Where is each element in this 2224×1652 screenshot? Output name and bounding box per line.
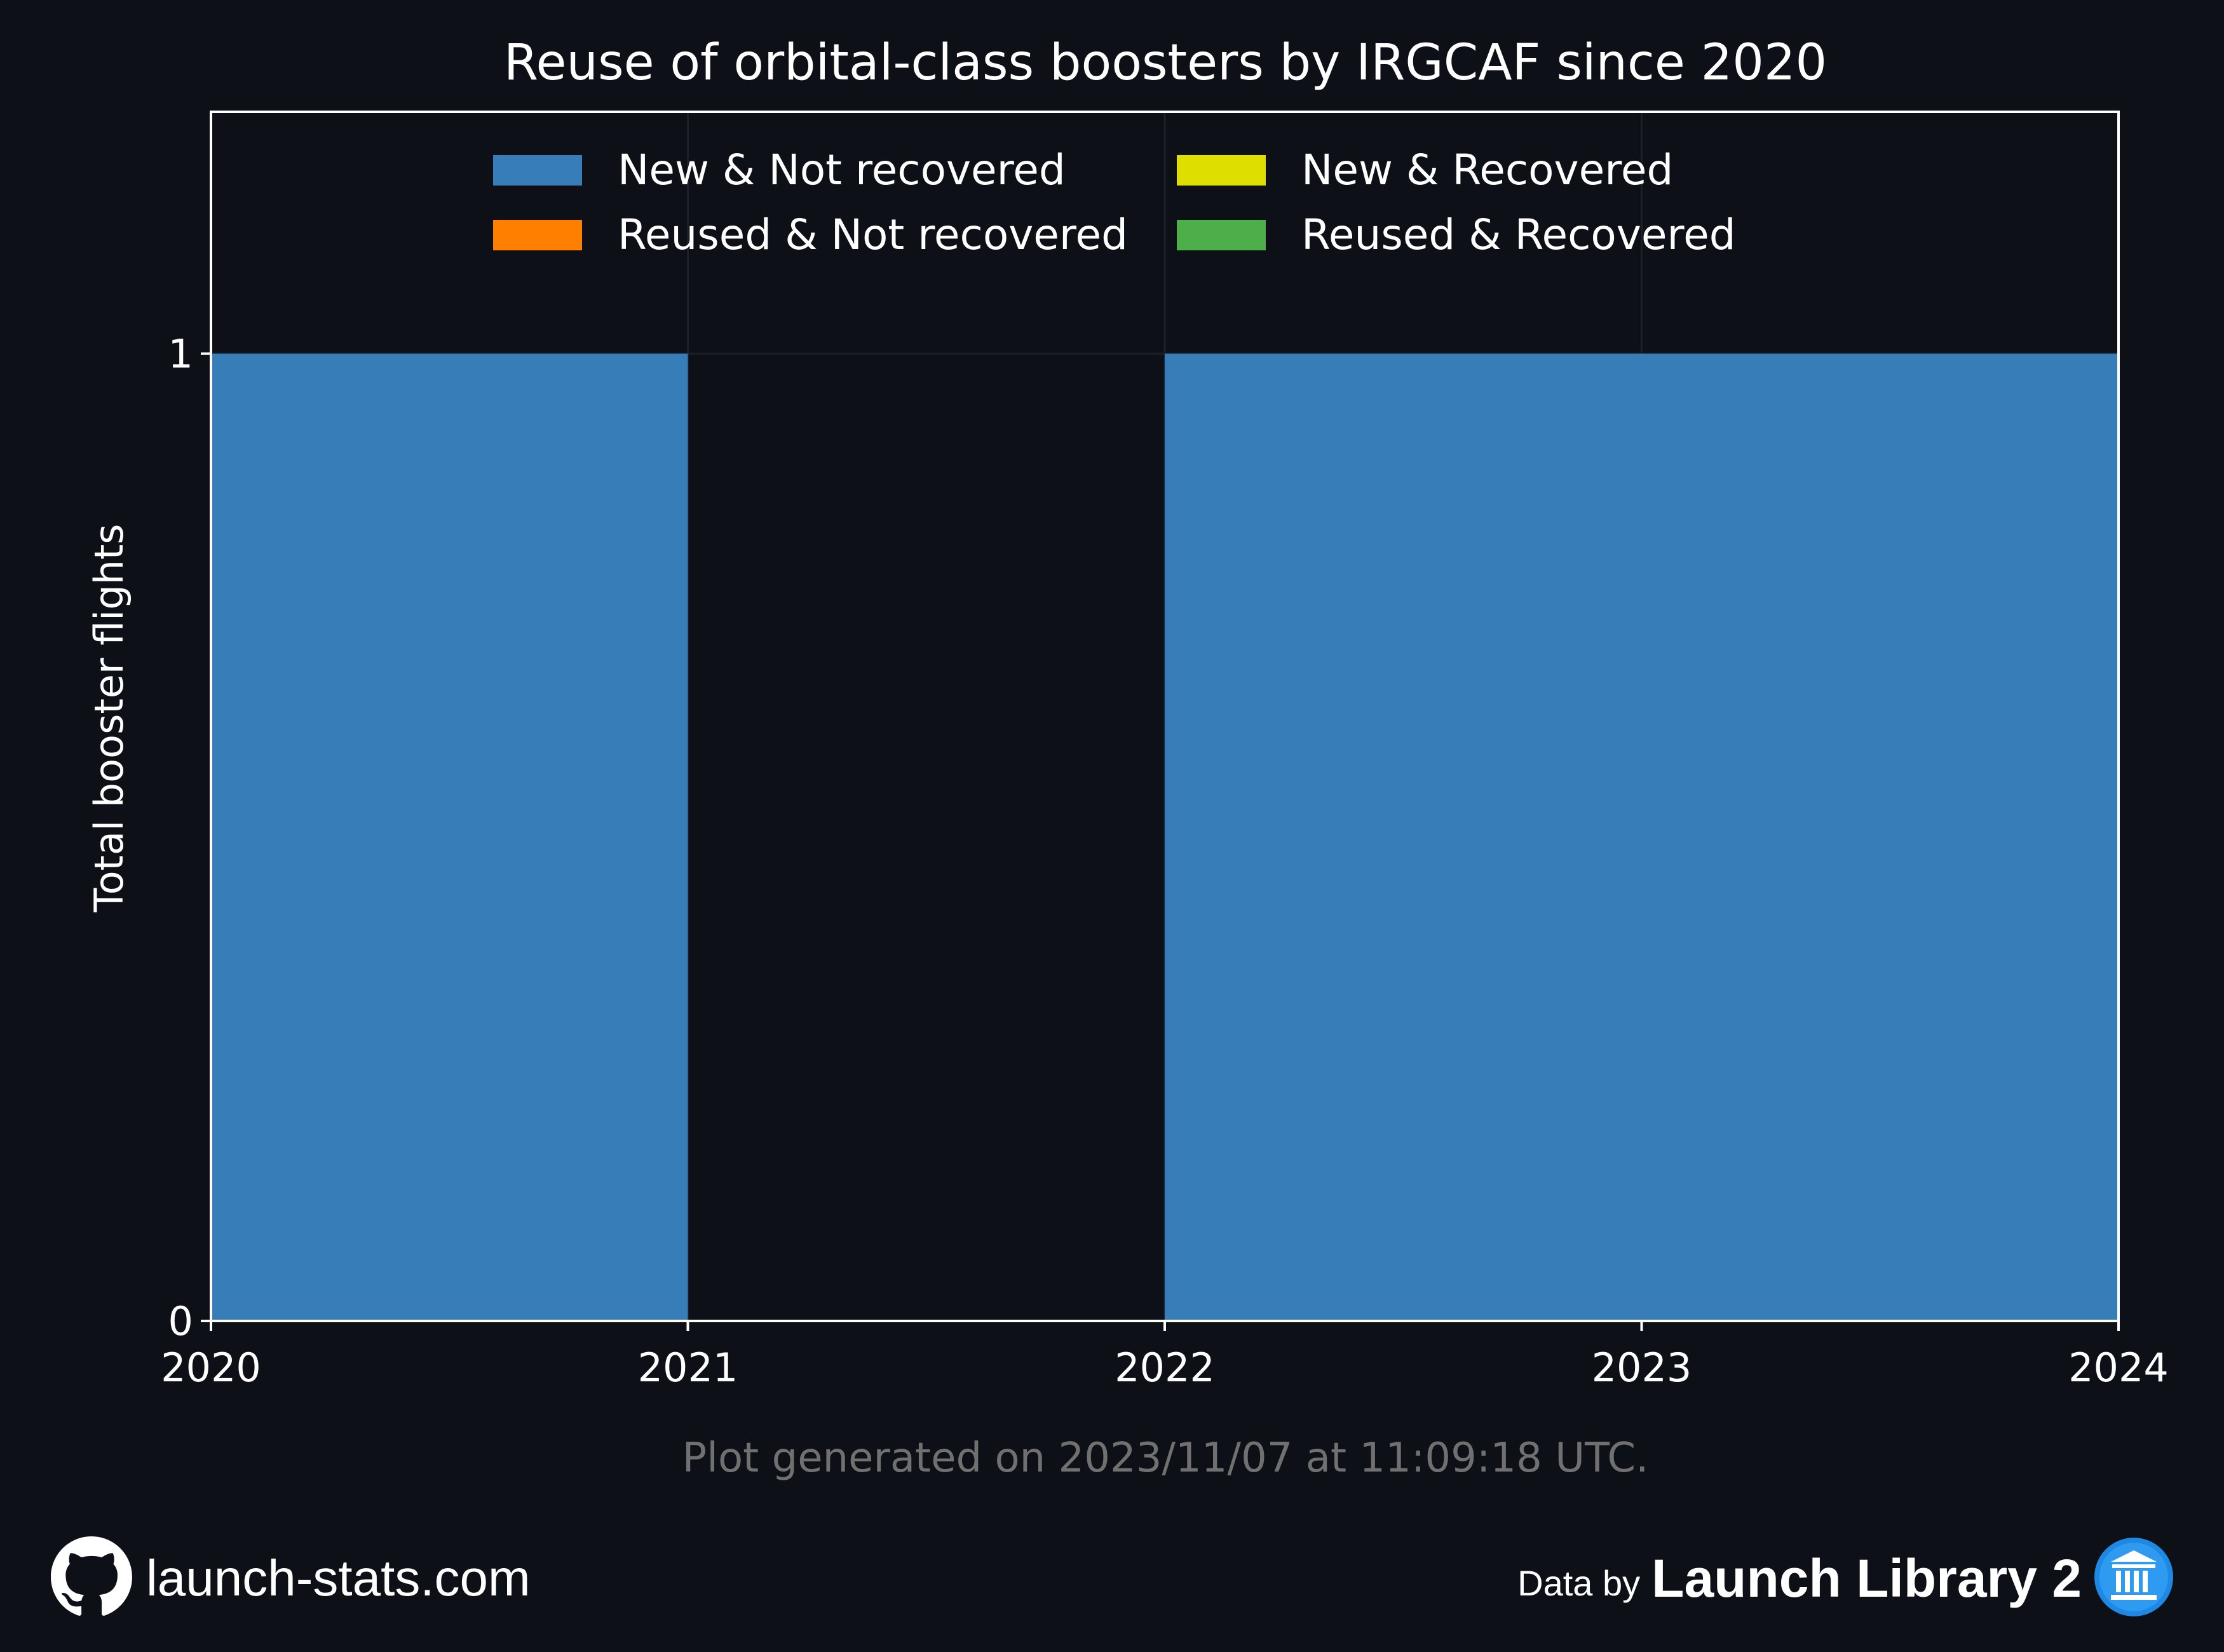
x-tick-label: 2024 [2068,1344,2169,1391]
legend-label: New & Not recovered [618,146,1066,194]
area-segment-new-not-recovered [1641,353,2119,1321]
legend-swatch [493,155,582,186]
y-axis-label: Total booster flights [86,524,132,912]
data-source-credit: Data by Launch Library 2 [1517,1536,2174,1620]
site-credit[interactable]: launch-stats.com [51,1536,531,1620]
legend-swatch [1177,220,1266,250]
chart-title: Reuse of orbital-class boosters by IRGCA… [504,34,1827,91]
data-by-label: Data by [1517,1562,1641,1603]
area-segment-new-not-recovered [211,353,688,1321]
plot-area: 2020 2021 2022 2023 2024 0 1 New & Not recovere… [161,111,2169,1391]
y-tick-label: 1 [168,331,193,377]
x-tick-label: 2020 [161,1344,261,1391]
site-link[interactable]: launch-stats.com [146,1550,531,1606]
legend-label: New & Recovered [1301,146,1673,194]
legend-label: Reused & Recovered [1301,210,1736,259]
x-tick-label: 2021 [638,1344,738,1391]
github-icon [51,1536,132,1620]
legend-swatch [1177,155,1266,186]
generated-note: Plot generated on 2023/11/07 at 11:09:18… [682,1435,1649,1482]
area-segment-new-not-recovered [1165,353,1642,1321]
data-source-name: Launch Library 2 [1651,1548,2082,1608]
x-tick-label: 2023 [1592,1344,1692,1391]
legend-label: Reused & Not recovered [618,210,1128,259]
x-tick-label: 2022 [1115,1344,1215,1391]
library-icon [2093,1536,2174,1620]
y-tick-label: 0 [168,1298,193,1344]
legend-swatch [493,220,582,250]
